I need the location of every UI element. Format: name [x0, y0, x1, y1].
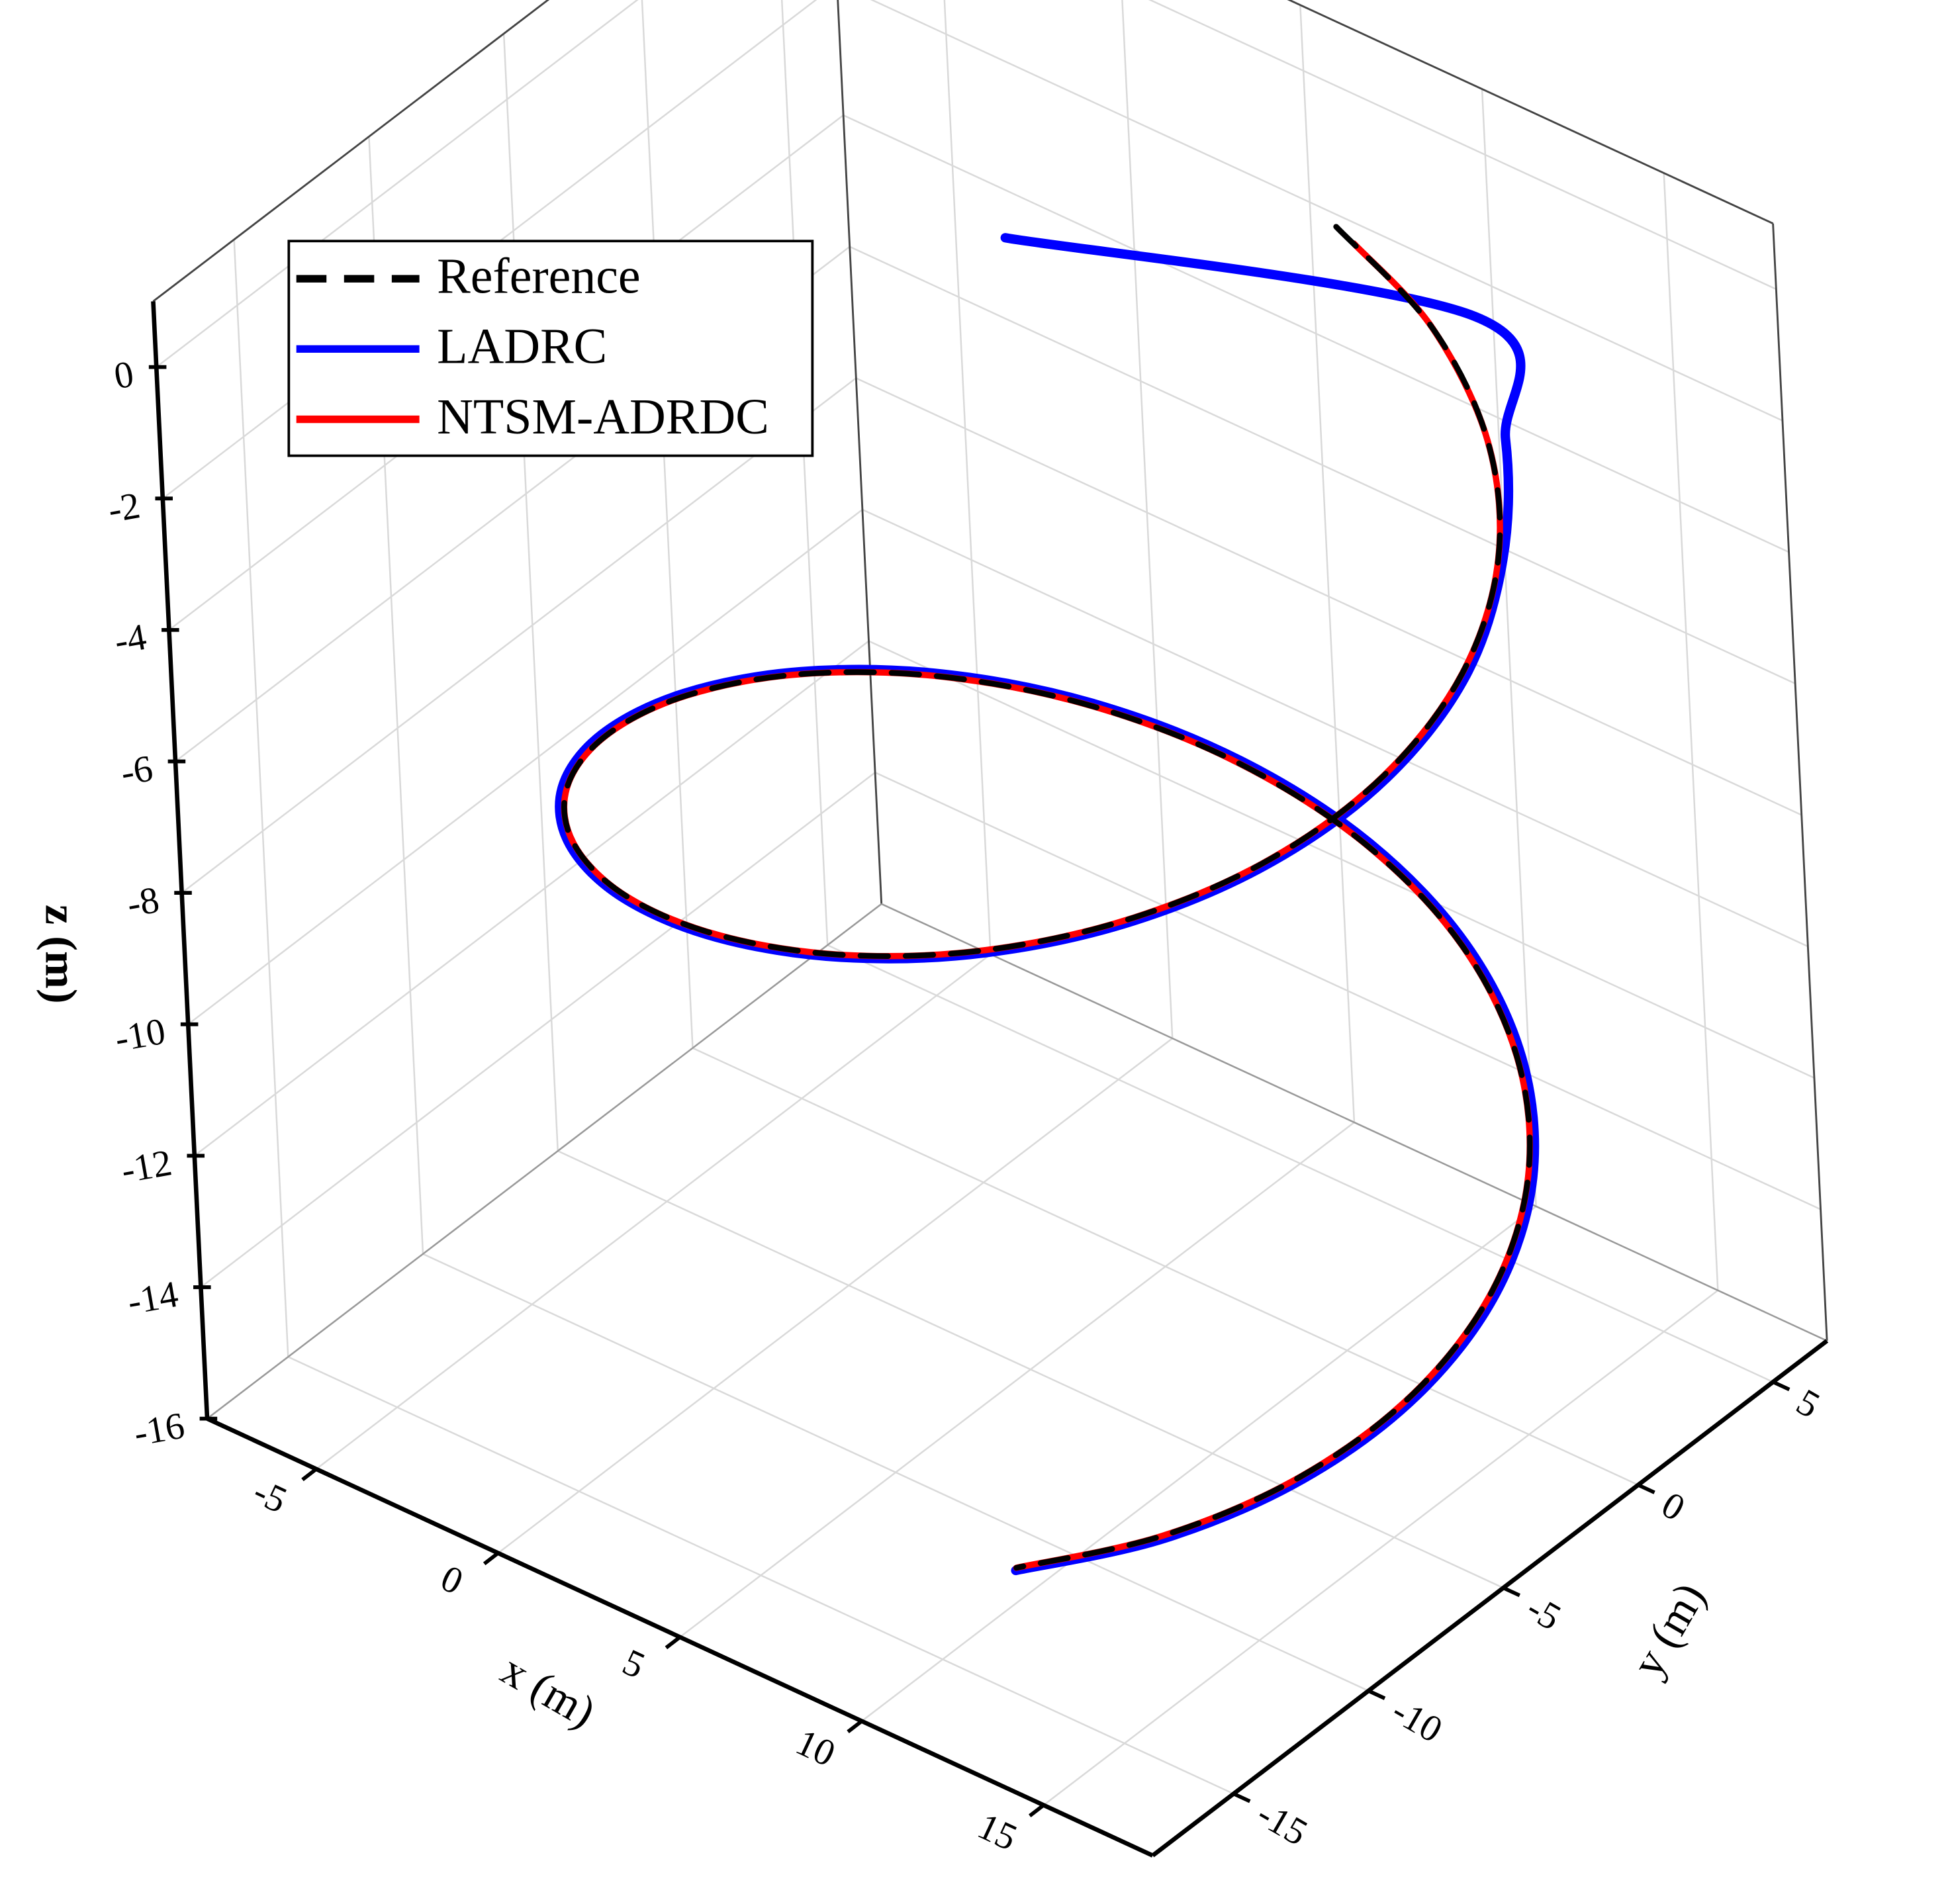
- grid-line: [827, 944, 1774, 1383]
- grid-line: [679, 1121, 1355, 1638]
- box-edge: [1287, 0, 1774, 224]
- y-tick: [1232, 1791, 1251, 1803]
- z-axis-title: z (m): [36, 905, 87, 1004]
- grid-line: [422, 1253, 1369, 1692]
- box-edge: [837, 0, 883, 904]
- grid-line: [233, 239, 289, 1357]
- z-tick-label: -10: [112, 1011, 169, 1060]
- grid-line: [862, 508, 1808, 948]
- grid-line: [861, 1205, 1537, 1722]
- legend-label: NTSM-ADRDC: [437, 389, 769, 445]
- y-axis: [1151, 1339, 1829, 1858]
- y-tick-label: -15: [1250, 1793, 1315, 1854]
- grid-line: [943, 0, 992, 955]
- legend-label: Reference: [437, 248, 640, 304]
- grid-line: [497, 1037, 1173, 1554]
- z-tick-label: -12: [118, 1142, 175, 1191]
- grid-line: [200, 772, 876, 1288]
- y-tick-label: -5: [1520, 1587, 1568, 1639]
- grid-line: [1148, 0, 1777, 291]
- grid-line: [855, 377, 1802, 816]
- box-edge: [881, 903, 1828, 1342]
- y-tick: [1368, 1689, 1386, 1700]
- grid-line: [1121, 0, 1174, 1039]
- grid-line: [692, 1047, 1639, 1486]
- grid-line: [843, 114, 1790, 553]
- x-axis-title: x (m): [493, 1644, 604, 1737]
- y-tick: [1772, 1380, 1790, 1392]
- grid-line: [641, 0, 694, 1048]
- grid-line: [870, 0, 1783, 422]
- x-tick-label: 5: [616, 1641, 651, 1687]
- z-tick-label: -14: [124, 1273, 181, 1323]
- grid-line: [849, 246, 1796, 684]
- grid-line: [1299, 5, 1356, 1122]
- x-tick: [1029, 1803, 1045, 1817]
- grid-line: [780, 0, 829, 946]
- box-edge: [207, 903, 882, 1420]
- grid-line: [181, 377, 857, 894]
- grid-line: [287, 1356, 1234, 1795]
- grid-line: [502, 33, 559, 1152]
- x-tick: [483, 1551, 500, 1566]
- grid-line: [868, 640, 1815, 1079]
- legend: Reference LADRC NTSM-ADRDC: [287, 240, 814, 457]
- x-tick-label: -5: [247, 1471, 293, 1521]
- z-axis: [151, 301, 210, 1419]
- y-tick: [1637, 1483, 1655, 1494]
- grid-line: [316, 954, 992, 1470]
- grid-line: [194, 640, 870, 1157]
- y-tick-label: 0: [1655, 1484, 1692, 1529]
- z-tick-label: -6: [118, 747, 156, 793]
- z-tick-label: -2: [105, 484, 144, 531]
- z-tick-label: -4: [111, 616, 150, 662]
- x-tick: [847, 1719, 863, 1734]
- grid-line: [187, 508, 863, 1025]
- x-tick-label: 10: [790, 1721, 841, 1775]
- box-edge: [1772, 223, 1828, 1341]
- y-tick: [1502, 1586, 1521, 1598]
- grid-line: [156, 0, 639, 368]
- grid-line: [874, 772, 1822, 1210]
- legend-label: LADRC: [437, 319, 607, 375]
- grid-line: [557, 1150, 1504, 1589]
- series-line: [555, 233, 1540, 1576]
- y-tick-label: 5: [1790, 1381, 1827, 1427]
- grid-line: [1481, 89, 1537, 1206]
- z-tick-label: 0: [111, 353, 137, 397]
- box-edge: [152, 0, 550, 302]
- grid-line: [1043, 1289, 1719, 1806]
- z-tick-label: -16: [131, 1404, 188, 1454]
- grid-line: [1663, 173, 1719, 1291]
- y-axis-title: y (m): [1622, 1574, 1715, 1686]
- x-tick: [301, 1467, 318, 1482]
- x-tick-label: 15: [972, 1805, 1023, 1859]
- x-tick-label: 0: [435, 1557, 469, 1603]
- series-line: [561, 224, 1533, 1571]
- y-tick-label: -10: [1385, 1690, 1449, 1750]
- x-tick: [665, 1635, 681, 1650]
- z-tick-label: -8: [124, 879, 162, 925]
